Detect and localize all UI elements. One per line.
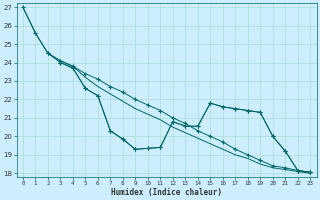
X-axis label: Humidex (Indice chaleur): Humidex (Indice chaleur) [111, 188, 222, 197]
